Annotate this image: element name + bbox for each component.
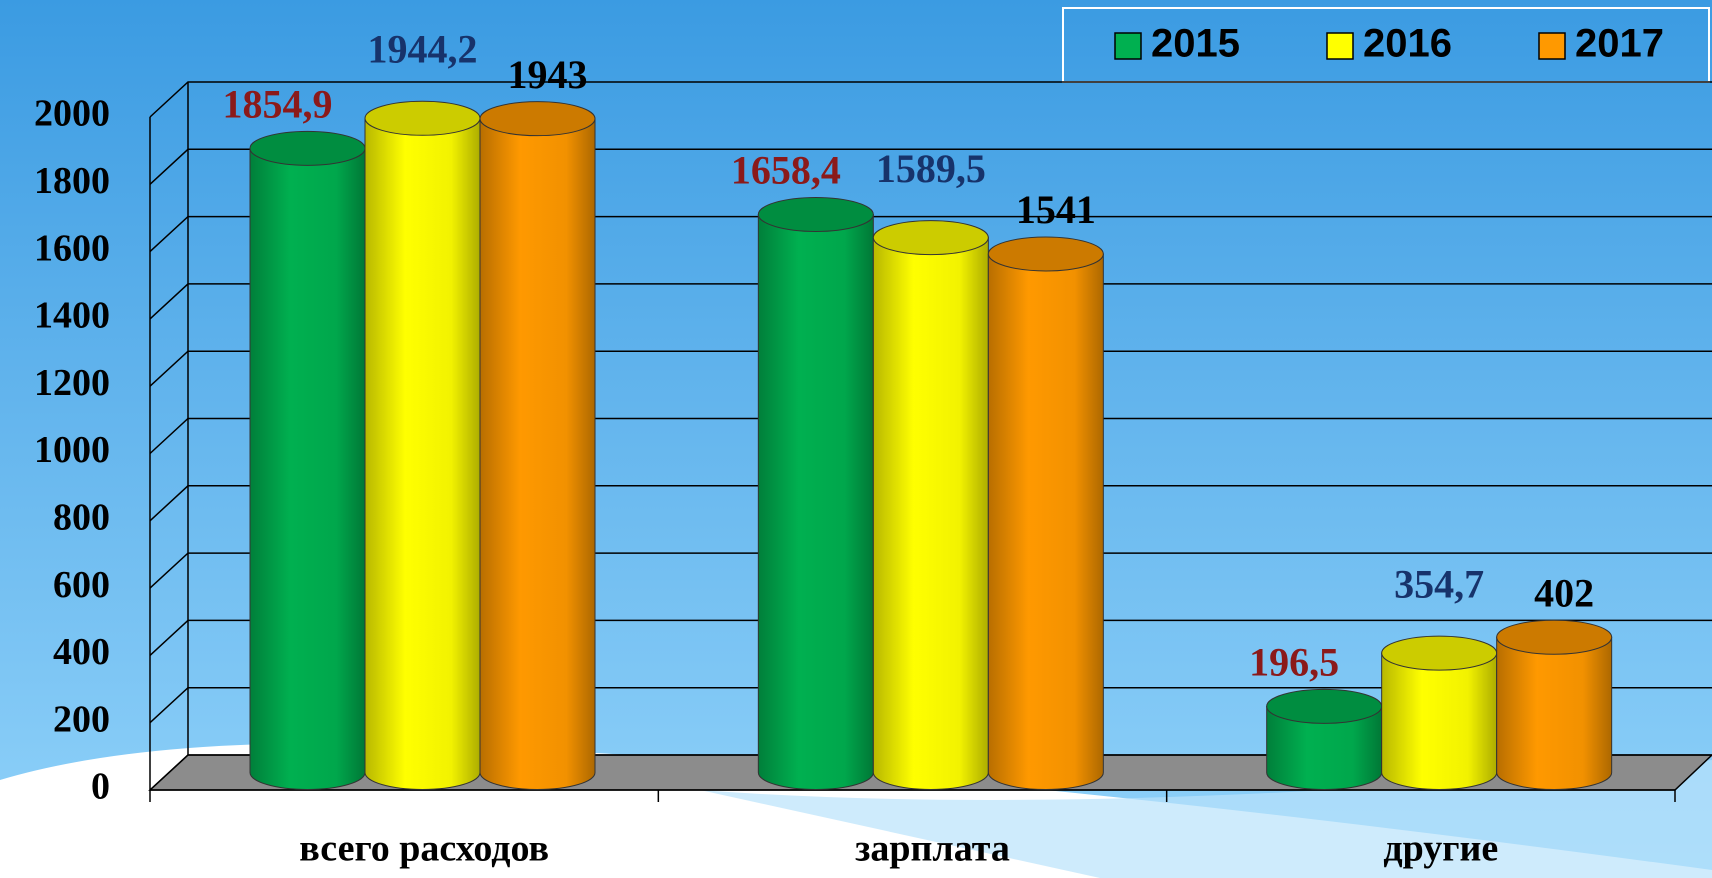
bar-top <box>1266 688 1383 724</box>
bar <box>1266 705 1383 790</box>
grid-line <box>149 81 1712 118</box>
value-label: 1589,5 <box>876 146 986 191</box>
bar <box>249 147 366 790</box>
y-tick-label: 1400 <box>34 295 110 337</box>
y-tick-label: 400 <box>53 631 110 673</box>
y-tick-label: 600 <box>53 564 110 606</box>
legend-swatch <box>1538 32 1566 60</box>
grid-line <box>149 148 1712 185</box>
legend-label: 2017 <box>1575 22 1664 66</box>
bar <box>364 117 481 790</box>
bar <box>872 237 989 790</box>
grid-line <box>149 619 1712 656</box>
y-tick-label: 1800 <box>34 160 110 202</box>
bar-top <box>872 220 989 256</box>
y-tick-label: 1600 <box>34 227 110 269</box>
value-label: 1943 <box>508 52 588 97</box>
grid-line <box>149 417 1712 455</box>
legend-label: 2015 <box>1151 22 1240 66</box>
grid-line <box>149 215 1712 253</box>
value-label: 354,7 <box>1394 561 1484 606</box>
bar-top <box>757 196 874 232</box>
grid-line <box>149 485 1712 522</box>
grid-line <box>149 552 1712 589</box>
y-tick-label: 1200 <box>34 362 110 404</box>
x-tick-label: всего расходов <box>299 828 549 870</box>
bar <box>757 213 874 790</box>
bar-top <box>1381 635 1498 671</box>
bar <box>479 118 596 790</box>
bar-top <box>987 236 1104 272</box>
legend-label: 2016 <box>1363 22 1452 66</box>
y-tick-label: 800 <box>53 497 110 539</box>
grid-line <box>149 350 1712 387</box>
bar-top <box>1496 619 1613 655</box>
bar <box>987 253 1104 790</box>
y-tick-label: 1000 <box>34 429 110 471</box>
value-label: 1658,4 <box>731 148 841 193</box>
legend-swatch <box>1114 32 1142 60</box>
value-label: 1854,9 <box>223 81 333 126</box>
bar <box>1381 652 1498 790</box>
bar-top <box>479 101 596 137</box>
value-label: 1944,2 <box>368 26 478 71</box>
bar-top <box>249 130 366 166</box>
grid-line <box>149 686 1712 724</box>
bar-top <box>364 100 481 136</box>
y-tick-label: 0 <box>91 766 110 808</box>
grid-line <box>149 283 1712 320</box>
y-tick-label: 200 <box>53 698 110 740</box>
x-tick-label: другие <box>1383 828 1498 870</box>
value-label: 402 <box>1534 570 1594 615</box>
y-tick-label: 2000 <box>34 93 110 135</box>
legend-swatch <box>1326 32 1354 60</box>
legend: 2015 2016 2017 <box>1062 7 1710 83</box>
value-label: 1541 <box>1016 187 1096 232</box>
grid-line <box>149 754 1712 791</box>
value-label: 196,5 <box>1249 640 1339 685</box>
x-tick-label: зарплата <box>855 828 1010 870</box>
bar <box>1496 636 1613 790</box>
